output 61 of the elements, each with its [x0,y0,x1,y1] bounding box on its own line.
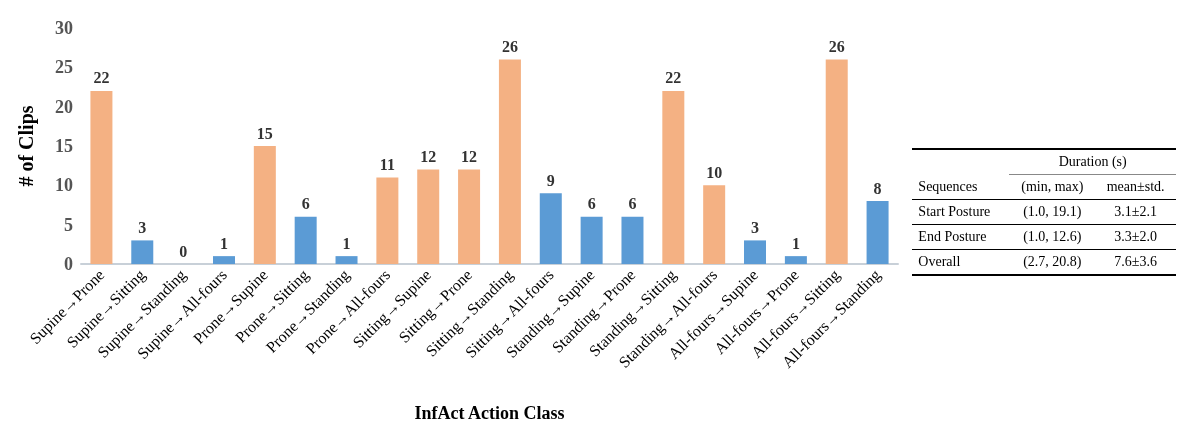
y-tick-label: 15 [55,136,73,156]
bar [212,256,235,264]
bar [744,240,767,264]
data-label: 1 [342,234,351,252]
bar [335,256,358,264]
text: 7.6±3.6 [1113,253,1158,271]
text: 3.1±2.1 [1113,203,1158,221]
bar [294,216,317,264]
bar [376,177,399,264]
y-tick-label: 0 [64,254,73,274]
bar [866,201,889,264]
y-tick-label: 5 [64,214,73,235]
y-tick-label: 10 [55,175,73,196]
bar [703,185,726,264]
bar [539,193,562,264]
data-label: 6 [301,195,310,213]
data-label: 12 [461,148,478,166]
data-label: 6 [628,195,637,213]
bar [131,240,154,264]
data-label: 26 [828,37,845,55]
text: (min, max) [1020,178,1085,196]
text: (2.7, 20.8) [1022,253,1083,271]
data-label: 8 [873,179,882,197]
x-axis-title: InfAct Action Class [414,403,565,423]
bar [621,216,644,264]
text: (1.0, 19.1) [1022,203,1083,221]
text: 3.3±2.0 [1113,228,1158,246]
text: mean±std. [1105,178,1166,196]
data-label: 0 [179,242,188,260]
bar [784,256,807,264]
y-tick-label: 25 [55,57,73,78]
bar [662,90,685,264]
bar [90,90,113,264]
data-label: 12 [420,148,437,166]
data-label: 22 [93,69,110,87]
text: Start Posture [917,203,992,221]
data-label: 10 [706,163,723,181]
y-axis-title: # of Clips [15,105,38,187]
text: Duration (s) [1009,149,1176,175]
data-label: 3 [138,218,147,236]
data-label: 1 [791,234,800,252]
y-tick-label: 20 [55,96,73,117]
data-label: 11 [379,155,395,173]
data-label: 9 [546,171,555,189]
data-label: 3 [751,218,760,236]
data-label: 15 [256,124,273,142]
data-label: 6 [587,195,596,213]
text: Sequences [917,177,979,196]
bar [458,169,481,264]
text: End Posture [917,228,988,246]
text: (1.0, 12.6) [1022,228,1083,246]
bar [498,59,521,264]
text: Overall [917,253,962,271]
data-label: 26 [501,37,518,55]
y-tick-label: 30 [55,18,73,38]
bar [580,216,603,264]
bar [253,146,276,264]
bar [825,59,848,264]
bar [417,169,440,264]
data-label: 22 [665,69,682,87]
data-label: 1 [219,234,228,252]
